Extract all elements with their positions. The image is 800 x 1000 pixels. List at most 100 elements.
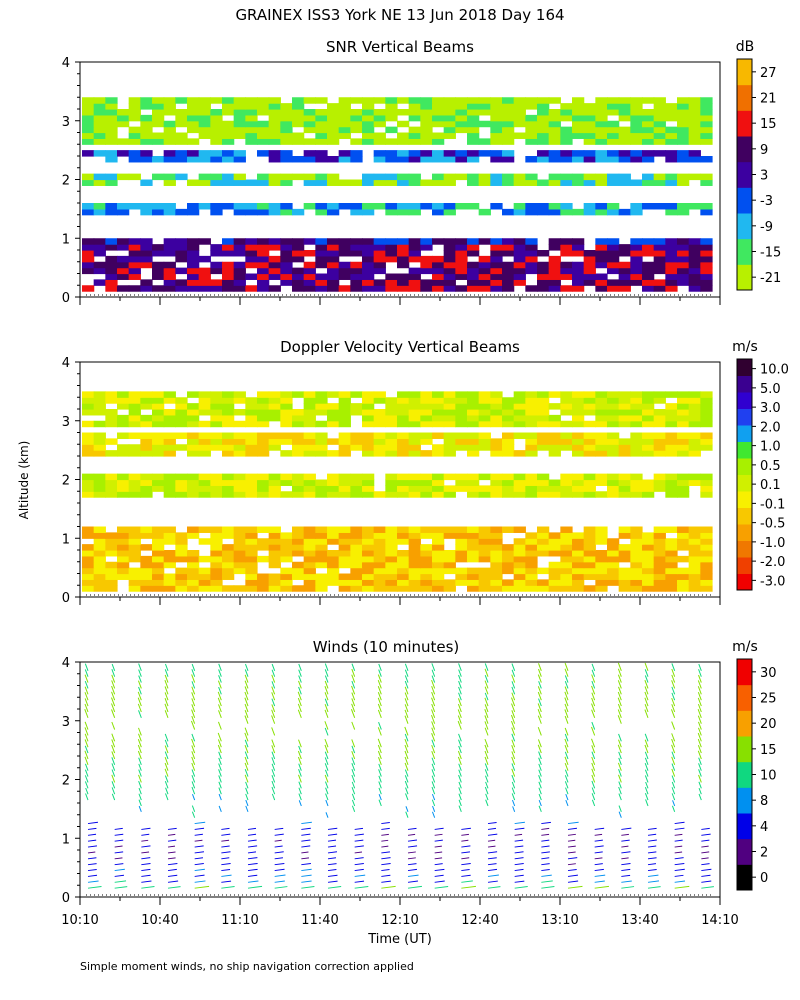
heatmap-cell (467, 544, 480, 551)
wind-barb (485, 781, 489, 789)
wind-barb (165, 787, 169, 795)
heatmap-cell (665, 203, 678, 210)
heatmap-cell (630, 138, 643, 145)
heatmap-cell (82, 285, 95, 292)
wind-barb (591, 738, 596, 748)
heatmap-cell (222, 403, 235, 410)
wind-barb (674, 845, 683, 848)
heatmap-cell (502, 267, 515, 275)
heatmap-cell (397, 414, 410, 422)
wind-barb (274, 880, 285, 883)
heatmap-cell (210, 397, 223, 404)
wind-barb (564, 751, 569, 760)
heatmap-cell (82, 238, 95, 245)
heatmap-cell (653, 444, 666, 451)
heatmap-cell (572, 179, 585, 186)
heatmap-cell (677, 409, 690, 416)
heatmap-cell (163, 126, 176, 134)
heatmap-cell (303, 479, 316, 486)
heatmap-cell (490, 156, 503, 163)
heatmap-cell (362, 285, 375, 292)
wind-barb (111, 691, 116, 701)
heatmap-cell (478, 173, 491, 181)
wind-barb (244, 674, 249, 683)
colorbar-swatch (737, 507, 752, 525)
wind-barb (458, 674, 462, 683)
heatmap-cell (478, 109, 491, 116)
heatmap-cell (93, 397, 106, 404)
heatmap-cell (93, 250, 106, 257)
heatmap-cell (700, 173, 713, 181)
heatmap-cell (595, 491, 608, 498)
heatmap-cell (467, 397, 480, 404)
heatmap-cell (642, 397, 655, 404)
heatmap-cell (490, 561, 503, 569)
heatmap-cell (338, 550, 351, 557)
heatmap-cell (397, 403, 410, 410)
wind-barb (461, 862, 471, 866)
heatmap-cell (210, 485, 223, 492)
heatmap-cell (397, 109, 410, 116)
wind-barb (487, 868, 498, 872)
heatmap-cell (408, 179, 421, 186)
heatmap-cell (583, 567, 596, 575)
heatmap-cell (327, 109, 340, 116)
heatmap-cell (432, 555, 445, 563)
heatmap-cell (233, 238, 246, 245)
heatmap-cell (268, 544, 281, 551)
heatmap-cell (315, 244, 328, 251)
heatmap-cell (408, 479, 421, 486)
heatmap-cell (443, 585, 456, 592)
heatmap-cell (665, 409, 678, 416)
heatmap-cell (700, 391, 713, 398)
heatmap-cell (362, 567, 375, 575)
heatmap-cell (117, 261, 130, 269)
heatmap-cell (338, 532, 351, 539)
wind-barb (594, 880, 605, 883)
heatmap-cell (385, 250, 398, 257)
wind-barb (644, 775, 649, 783)
heatmap-cell (408, 403, 421, 410)
heatmap-cell (315, 438, 328, 445)
wind-barb (111, 709, 116, 718)
heatmap-cell (362, 244, 375, 251)
heatmap-cell (257, 450, 270, 457)
heatmap-cell (385, 573, 398, 580)
heatmap-cell (268, 173, 281, 181)
heatmap-cell (490, 485, 503, 492)
wind-barb (617, 744, 622, 754)
heatmap-cell (642, 391, 655, 398)
heatmap-cell (268, 414, 281, 422)
heatmap-cell (385, 244, 398, 251)
wind-barb (564, 769, 569, 777)
heatmap-cell (642, 532, 655, 539)
heatmap-cell (245, 179, 258, 186)
heatmap-cell (642, 567, 655, 575)
heatmap-cell (607, 550, 620, 557)
heatmap-cell (175, 420, 188, 428)
wind-barb (271, 686, 276, 695)
wind-barb (141, 868, 151, 872)
heatmap-cell (408, 173, 421, 181)
heatmap-cell (233, 203, 246, 210)
heatmap-cell (222, 97, 235, 104)
wind-barb (487, 839, 496, 842)
heatmap-cell (187, 409, 200, 416)
heatmap-cell (455, 397, 468, 404)
heatmap-cell (105, 485, 118, 492)
heatmap-cell (642, 285, 655, 292)
wind-barb (618, 733, 622, 742)
heatmap-cell (187, 267, 200, 275)
heatmap-cell (502, 244, 515, 251)
heatmap-cell (583, 120, 596, 128)
wind-barb (671, 775, 676, 783)
heatmap-cell (373, 244, 386, 251)
wind-barb (84, 769, 89, 777)
heatmap-cell (688, 250, 701, 257)
wind-barb (271, 698, 276, 707)
heatmap-cell (140, 555, 153, 563)
wind-barb (618, 781, 622, 789)
heatmap-cell (385, 438, 398, 445)
heatmap-cell (572, 444, 585, 451)
wind-barb (138, 669, 142, 677)
